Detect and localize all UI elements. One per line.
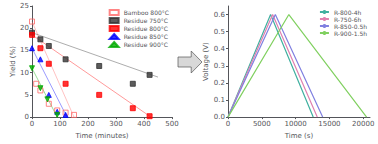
svg-text:Residue 800°C: Residue 800°C xyxy=(124,25,168,32)
svg-text:Yield (%): Yield (%) xyxy=(9,46,17,78)
svg-text:10000: 10000 xyxy=(284,120,306,128)
svg-text:R-850-0.5h: R-850-0.5h xyxy=(334,23,367,30)
svg-text:5: 5 xyxy=(25,91,29,99)
svg-text:15: 15 xyxy=(20,46,29,54)
svg-text:5000: 5000 xyxy=(253,120,271,128)
svg-text:100: 100 xyxy=(53,120,66,128)
svg-text:R-800-4h: R-800-4h xyxy=(334,9,362,16)
svg-text:300: 300 xyxy=(109,120,122,128)
svg-text:Time (s): Time (s) xyxy=(284,132,314,140)
svg-text:0.2: 0.2 xyxy=(214,79,225,87)
svg-text:25: 25 xyxy=(20,2,29,10)
svg-text:0: 0 xyxy=(226,120,230,128)
svg-text:R-900-1.5h: R-900-1.5h xyxy=(334,30,367,37)
svg-text:10: 10 xyxy=(20,69,29,77)
svg-text:Time (minutes): Time (minutes) xyxy=(74,132,128,140)
svg-text:0.4: 0.4 xyxy=(214,45,226,53)
svg-text:Bamboo 800°C: Bamboo 800°C xyxy=(124,9,169,16)
svg-text:Voltage (V): Voltage (V) xyxy=(202,42,210,81)
svg-text:20000: 20000 xyxy=(352,120,374,128)
svg-text:0.1: 0.1 xyxy=(214,96,225,104)
svg-text:0: 0 xyxy=(30,120,34,128)
svg-text:0: 0 xyxy=(25,113,29,121)
svg-text:20: 20 xyxy=(20,24,29,32)
svg-text:R-750-6h: R-750-6h xyxy=(334,16,362,23)
svg-text:200: 200 xyxy=(81,120,94,128)
svg-text:500: 500 xyxy=(165,120,178,128)
svg-text:0.5: 0.5 xyxy=(214,28,225,36)
svg-text:0.3: 0.3 xyxy=(214,62,225,70)
svg-text:Residue 850°C: Residue 850°C xyxy=(124,33,168,40)
svg-text:Residue 900°C: Residue 900°C xyxy=(124,41,168,48)
svg-text:0.0: 0.0 xyxy=(214,113,225,121)
svg-text:0.6: 0.6 xyxy=(214,11,226,19)
svg-text:15000: 15000 xyxy=(318,120,340,128)
svg-text:400: 400 xyxy=(137,120,150,128)
svg-text:Residue 750°C: Residue 750°C xyxy=(124,17,168,24)
